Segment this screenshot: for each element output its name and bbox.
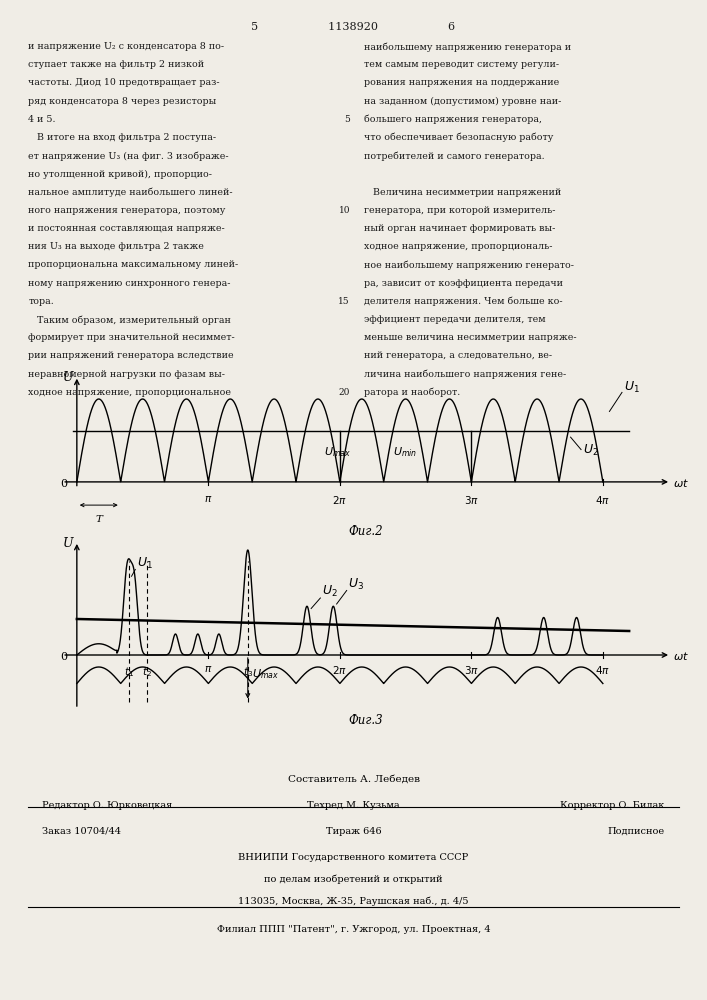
Text: ВНИИПИ Государственного комитета СССР: ВНИИПИ Государственного комитета СССР xyxy=(238,853,469,862)
Text: Редактор О. Юрковецкая: Редактор О. Юрковецкая xyxy=(42,801,173,810)
Text: нальное амплитуде наибольшего линей-: нальное амплитуде наибольшего линей- xyxy=(28,188,233,197)
Text: Тираж 646: Тираж 646 xyxy=(326,827,381,836)
Text: $t_3$: $t_3$ xyxy=(243,666,253,679)
Text: личина наибольшего напряжения гене-: личина наибольшего напряжения гене- xyxy=(364,370,566,379)
Text: T: T xyxy=(95,515,103,524)
Text: $3\pi$: $3\pi$ xyxy=(464,664,479,676)
Text: Корректор О. Билак: Корректор О. Билак xyxy=(560,801,665,810)
Text: большего напряжения генератора,: большего напряжения генератора, xyxy=(364,115,542,124)
Text: 10: 10 xyxy=(339,206,350,215)
Text: $2\pi$: $2\pi$ xyxy=(332,494,347,506)
Text: $t_2$: $t_2$ xyxy=(141,666,151,679)
Text: эффициент передачи делителя, тем: эффициент передачи делителя, тем xyxy=(364,315,546,324)
Text: $U_2$: $U_2$ xyxy=(322,584,337,599)
Text: по делам изобретений и открытий: по делам изобретений и открытий xyxy=(264,875,443,884)
Text: формирует при значительной несиммет-: формирует при значительной несиммет- xyxy=(28,333,235,342)
Text: Филиал ППП "Патент", г. Ужгород, ул. Проектная, 4: Филиал ППП "Патент", г. Ужгород, ул. Про… xyxy=(216,925,491,934)
Text: ное наибольшему напряжению генерато-: ное наибольшему напряжению генерато- xyxy=(364,260,574,270)
Text: меньше величина несимметрии напряже-: меньше величина несимметрии напряже- xyxy=(364,333,577,342)
Text: $t_1$: $t_1$ xyxy=(124,666,134,679)
Text: 5                    1138920                    6: 5 1138920 6 xyxy=(252,22,455,32)
Text: 20: 20 xyxy=(339,388,350,397)
Text: ния U₃ на выходе фильтра 2 также: ния U₃ на выходе фильтра 2 также xyxy=(28,242,204,251)
Text: $U_1$: $U_1$ xyxy=(624,380,640,395)
Text: ный орган начинает формировать вы-: ный орган начинает формировать вы- xyxy=(364,224,556,233)
Text: Техред М. Кузьма: Техред М. Кузьма xyxy=(307,801,400,810)
Text: наибольшему напряжению генератора и: наибольшему напряжению генератора и xyxy=(364,42,571,51)
Text: 5: 5 xyxy=(344,115,350,124)
Text: но утолщенной кривой), пропорцио-: но утолщенной кривой), пропорцио- xyxy=(28,169,212,179)
Text: $\omega t$: $\omega t$ xyxy=(673,650,689,662)
Text: ходное напряжение, пропорциональное: ходное напряжение, пропорциональное xyxy=(28,388,231,397)
Text: 0: 0 xyxy=(60,479,67,489)
Text: U: U xyxy=(62,371,73,384)
Text: $U_{max}$: $U_{max}$ xyxy=(325,445,351,459)
Text: $U_3$: $U_3$ xyxy=(348,576,364,592)
Text: $U_2$: $U_2$ xyxy=(583,443,599,458)
Text: и напряжение U₂ с конденсатора 8 по-: и напряжение U₂ с конденсатора 8 по- xyxy=(28,42,224,51)
Text: ного напряжения генератора, поэтому: ного напряжения генератора, поэтому xyxy=(28,206,226,215)
Text: рии напряжений генератора вследствие: рии напряжений генератора вследствие xyxy=(28,351,234,360)
Text: и постоянная составляющая напряже-: и постоянная составляющая напряже- xyxy=(28,224,225,233)
Text: $2\pi$: $2\pi$ xyxy=(332,664,347,676)
Text: Величина несимметрии напряжений: Величина несимметрии напряжений xyxy=(364,188,561,197)
Text: $\omega t$: $\omega t$ xyxy=(673,477,689,489)
Text: ра, зависит от коэффициента передачи: ра, зависит от коэффициента передачи xyxy=(364,279,563,288)
Text: частоты. Диод 10 предотвращает раз-: частоты. Диод 10 предотвращает раз- xyxy=(28,78,220,87)
Text: на заданном (допустимом) уровне наи-: на заданном (допустимом) уровне наи- xyxy=(364,97,561,106)
Text: В итоге на вход фильтра 2 поступа-: В итоге на вход фильтра 2 поступа- xyxy=(28,133,216,142)
Text: ному напряжению синхронного генера-: ному напряжению синхронного генера- xyxy=(28,279,230,288)
Text: $U_{max}$: $U_{max}$ xyxy=(252,668,279,681)
Text: ступает также на фильтр 2 низкой: ступает также на фильтр 2 низкой xyxy=(28,60,204,69)
Text: рования напряжения на поддержание: рования напряжения на поддержание xyxy=(364,78,559,87)
Text: делителя напряжения. Чем больше ко-: делителя напряжения. Чем больше ко- xyxy=(364,297,563,306)
Text: $4\pi$: $4\pi$ xyxy=(595,494,610,506)
Text: пропорциональна максимальному линей-: пропорциональна максимальному линей- xyxy=(28,260,238,269)
Text: $\pi$: $\pi$ xyxy=(204,494,213,504)
Text: ратора и наоборот.: ратора и наоборот. xyxy=(364,388,460,397)
Text: ет напряжение U₃ (на фиг. 3 изображе-: ет напряжение U₃ (на фиг. 3 изображе- xyxy=(28,151,229,161)
Text: тем самым переводит систему регули-: тем самым переводит систему регули- xyxy=(364,60,559,69)
Text: генератора, при которой измеритель-: генератора, при которой измеритель- xyxy=(364,206,556,215)
Text: что обеспечивает безопасную работу: что обеспечивает безопасную работу xyxy=(364,133,554,142)
Text: Таким образом, измерительный орган: Таким образом, измерительный орган xyxy=(28,315,231,325)
Text: 4 и 5.: 4 и 5. xyxy=(28,115,56,124)
Text: тора.: тора. xyxy=(28,297,54,306)
Text: неравномерной нагрузки по фазам вы-: неравномерной нагрузки по фазам вы- xyxy=(28,370,226,379)
Text: ряд конденсатора 8 через резисторы: ряд конденсатора 8 через резисторы xyxy=(28,97,216,106)
Text: 15: 15 xyxy=(339,297,350,306)
Text: потребителей и самого генератора.: потребителей и самого генератора. xyxy=(364,151,544,161)
Text: Фиг.3: Фиг.3 xyxy=(349,714,383,726)
Text: $3\pi$: $3\pi$ xyxy=(464,494,479,506)
Text: $4\pi$: $4\pi$ xyxy=(595,664,610,676)
Text: 113035, Москва, Ж-35, Раушская наб., д. 4/5: 113035, Москва, Ж-35, Раушская наб., д. … xyxy=(238,897,469,906)
Text: ходное напряжение, пропорциональ-: ходное напряжение, пропорциональ- xyxy=(364,242,553,251)
Text: $U_1$: $U_1$ xyxy=(137,556,153,571)
Text: $U_{min}$: $U_{min}$ xyxy=(394,445,418,459)
Text: Составитель А. Лебедев: Составитель А. Лебедев xyxy=(288,775,419,784)
Text: Фиг.2: Фиг.2 xyxy=(349,525,383,538)
Text: ний генератора, а следовательно, ве-: ний генератора, а следовательно, ве- xyxy=(364,351,552,360)
Text: 0: 0 xyxy=(60,652,67,662)
Text: Подписное: Подписное xyxy=(607,827,665,836)
Text: $\pi$: $\pi$ xyxy=(204,664,213,674)
Text: Заказ 10704/44: Заказ 10704/44 xyxy=(42,827,122,836)
Text: U: U xyxy=(62,537,73,550)
